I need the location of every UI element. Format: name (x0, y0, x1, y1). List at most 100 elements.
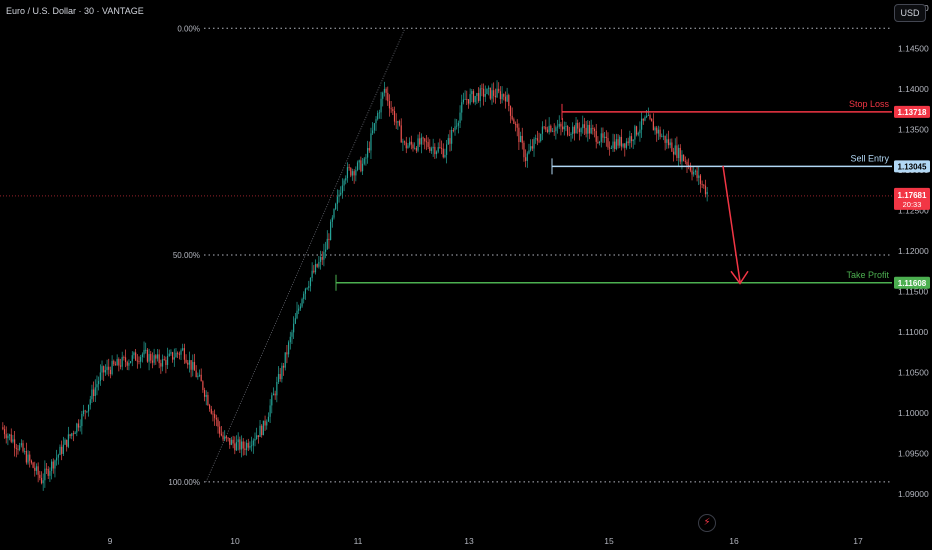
candle-body (666, 139, 668, 143)
candle-body (71, 433, 73, 437)
candle-body (461, 102, 463, 113)
candle-body (39, 474, 41, 478)
candle-body (333, 209, 335, 218)
candle-body (652, 121, 654, 131)
candle-body (402, 141, 404, 143)
candle-body (57, 454, 59, 458)
candle-body (210, 408, 212, 414)
candle-body (145, 349, 147, 351)
candle-body (422, 137, 424, 139)
lightning-icon[interactable]: ⚡ (698, 514, 716, 532)
candle-body (506, 95, 508, 102)
candle-body (49, 470, 51, 476)
price-tick-label: 1.11000 (898, 327, 928, 337)
candle-body (326, 238, 328, 250)
currency-button[interactable]: USD (894, 4, 926, 22)
candle-body (568, 134, 570, 136)
candle-body (311, 270, 313, 278)
candle-body (291, 332, 293, 337)
candle-body (543, 126, 545, 128)
candle-body (27, 454, 29, 463)
candle-body (375, 119, 377, 124)
candle-body (214, 414, 216, 418)
candle-body (420, 137, 422, 145)
candle-body (114, 364, 117, 366)
candle-body (519, 135, 522, 143)
candle-body (299, 306, 301, 309)
current-price-value: 1.17681 (898, 191, 927, 200)
candle-body (701, 183, 703, 185)
candle-body (503, 94, 505, 97)
candle-body (367, 148, 369, 158)
candle-body (627, 141, 629, 144)
candle-body (414, 147, 416, 149)
candle-body (215, 417, 217, 420)
candle-body (64, 439, 66, 445)
candle-body (452, 130, 454, 131)
candle-body (535, 138, 537, 140)
candle-body (245, 442, 248, 451)
candle-body (259, 425, 261, 437)
candle-body (563, 126, 565, 130)
candle-body (476, 93, 478, 96)
candle-body (467, 99, 470, 104)
candle-body (240, 441, 243, 450)
candle-body (619, 136, 621, 146)
candle-body (578, 128, 580, 133)
fibonacci-retracement: 0.00% 50.00% 100.00% (0, 24, 892, 487)
candle-body (93, 389, 95, 396)
candle-body (439, 147, 441, 148)
candle-body (108, 366, 110, 370)
candle-body (526, 153, 528, 161)
stop-loss-price-tag-text: 1.13718 (898, 108, 927, 117)
candle-body (94, 387, 96, 396)
candle-body (128, 362, 130, 366)
candle-body (74, 432, 76, 435)
candle-body (403, 141, 406, 143)
candle-body (281, 365, 283, 380)
candle-body (30, 460, 33, 463)
candle-body (514, 123, 517, 125)
candle-body (691, 170, 693, 175)
projection-arrow-head (730, 270, 749, 285)
price-tick-label: 1.12500 (898, 206, 929, 216)
candle-body (605, 136, 607, 139)
candle-body (637, 133, 639, 135)
candle-body (182, 348, 184, 351)
candle-body (293, 323, 295, 333)
candle-body (225, 436, 227, 438)
candle-body (284, 352, 286, 368)
candle-body (550, 125, 552, 132)
candle-body (103, 366, 105, 373)
candle-body (153, 355, 155, 363)
candle-body (570, 134, 572, 135)
candle-body (548, 125, 550, 133)
candle-body (358, 160, 360, 163)
candle-body (133, 352, 135, 356)
candle-body (303, 293, 305, 300)
candle-body (15, 447, 17, 449)
candle-body (156, 354, 159, 359)
candle-body (24, 450, 26, 452)
take-profit-price-tag-text: 1.11608 (898, 279, 927, 288)
candle-body (119, 365, 122, 367)
candle-body (447, 138, 449, 145)
candle-body (493, 90, 495, 96)
candle-body (683, 154, 685, 162)
candle-body (494, 95, 496, 98)
candle-body (580, 128, 582, 133)
candle-body (32, 462, 34, 468)
price-tick-label: 1.10500 (898, 368, 929, 378)
candle-body (217, 419, 219, 427)
candle-body (432, 146, 434, 149)
candle-body (397, 121, 399, 123)
candle-body (360, 160, 362, 172)
candle-body (234, 443, 236, 451)
candle-body (696, 170, 698, 178)
projection-arrow (722, 165, 749, 285)
candle-body (187, 362, 189, 365)
price-tick-label: 1.09000 (898, 489, 929, 499)
candle-body (518, 127, 520, 143)
